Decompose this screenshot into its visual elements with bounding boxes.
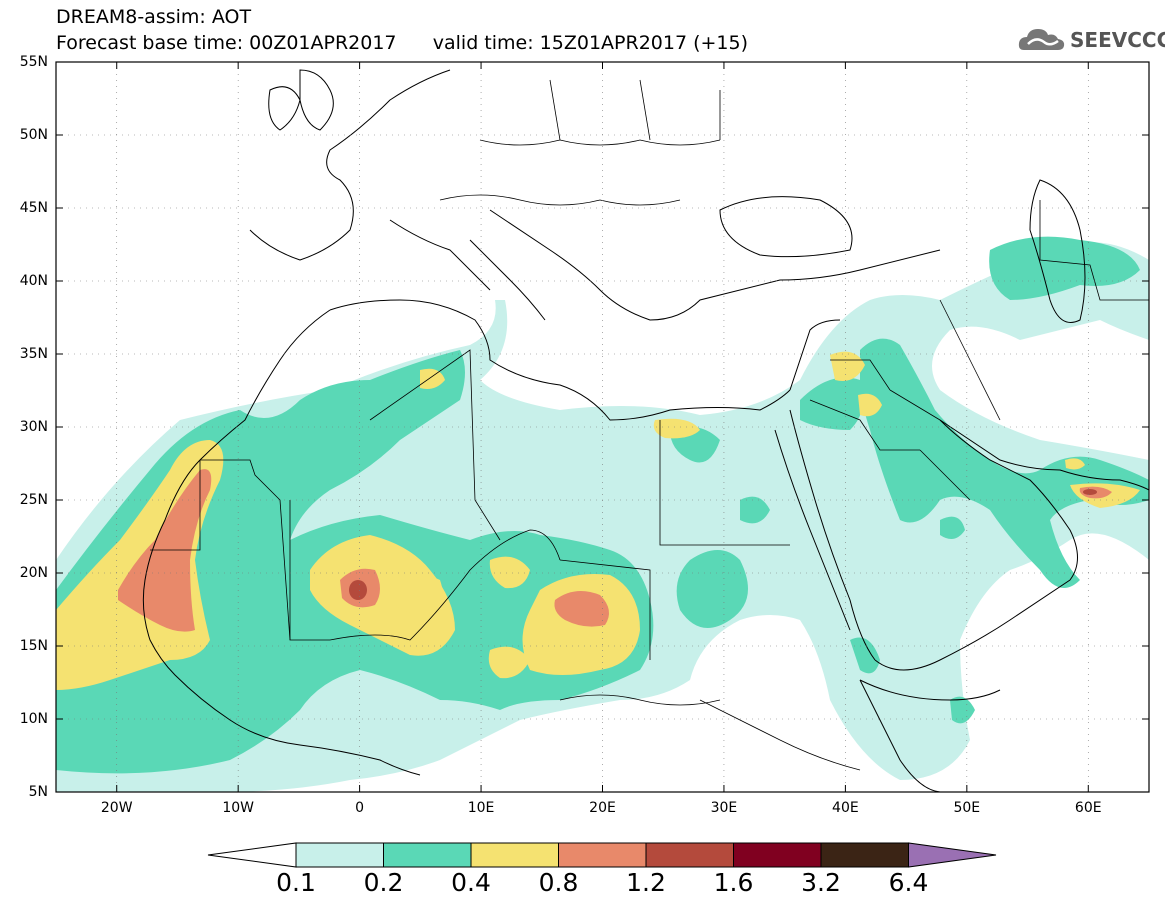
lat-label: 50N — [19, 127, 48, 143]
lon-label: 40E — [832, 800, 859, 816]
aot-level-1.2 — [349, 489, 1097, 600]
lon-label: 10E — [467, 800, 495, 816]
lon-label: 30E — [710, 800, 738, 816]
lat-label: 25N — [19, 492, 48, 508]
colorbar-box — [645, 842, 734, 868]
country-borders — [150, 79, 1149, 771]
colorbar-label: 0.4 — [451, 868, 491, 897]
lon-label: 0 — [355, 800, 365, 816]
colorbar-label: 6.4 — [888, 868, 929, 897]
colorbar-boxes — [207, 842, 997, 868]
axis-ticks — [56, 61, 1149, 793]
cloud-logo-icon — [1018, 29, 1065, 50]
logo-text: SEEVCCC — [1070, 28, 1165, 52]
lat-label: 35N — [19, 346, 48, 362]
lon-label: 50E — [953, 800, 981, 816]
lat-label: 15N — [19, 638, 48, 654]
colorbar-label: 1.2 — [626, 868, 666, 897]
colorbar-over-arrow — [908, 842, 997, 868]
lat-label: 40N — [19, 273, 48, 289]
colorbar-box — [295, 842, 384, 868]
colorbar-label: 0.8 — [538, 868, 579, 897]
colorbar-box — [558, 842, 647, 868]
lon-label: 10W — [222, 800, 254, 816]
colorbar-label: 0.1 — [276, 868, 316, 897]
lat-label: 45N — [19, 200, 48, 216]
map-title: DREAM8-assim: AOT — [56, 6, 252, 28]
forecast-time-subtitle: Forecast base time: 00Z01APR2017 valid t… — [56, 32, 749, 54]
lat-label: 30N — [19, 419, 48, 435]
aot-field — [56, 69, 1149, 792]
coastlines — [142, 69, 1149, 792]
colorbar-label: 0.2 — [363, 868, 404, 897]
lon-label: 20E — [589, 800, 616, 816]
gridlines — [56, 62, 1149, 792]
lat-label: 55N — [19, 54, 48, 70]
colorbar-label: 3.2 — [801, 868, 841, 897]
seevccc-logo: SEEVCCC — [1018, 22, 1165, 58]
lat-label: 10N — [19, 711, 48, 727]
lon-label: 60E — [1074, 800, 1102, 816]
lon-label: 20W — [100, 800, 133, 816]
colorbar-box — [470, 842, 559, 868]
colorbar-label: 1.6 — [713, 868, 754, 897]
lat-label: 5N — [28, 784, 48, 800]
colorbar-box — [383, 842, 472, 868]
colorbar-box — [820, 842, 909, 868]
colorbar-under-arrow — [207, 842, 297, 868]
lat-label: 20N — [19, 565, 48, 581]
colorbar-box — [733, 842, 822, 868]
